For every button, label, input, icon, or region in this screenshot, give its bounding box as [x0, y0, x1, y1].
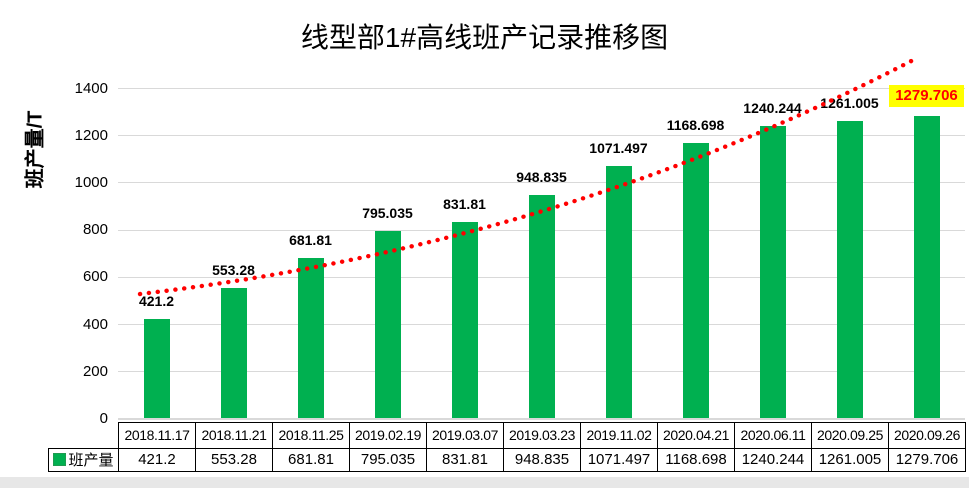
bar-data-label: 1279.706: [872, 85, 969, 108]
y-tick-label: 1400: [74, 79, 108, 97]
date-cell: 2020.06.11: [734, 421, 812, 449]
bar[interactable]: [759, 125, 786, 419]
y-tick-label: 0: [99, 410, 108, 427]
bar-data-label: 948.835: [516, 168, 567, 185]
bar-data-label: 831.81: [443, 196, 486, 213]
y-tick-label: 1000: [74, 173, 108, 191]
y-tick-label: 800: [82, 221, 108, 239]
x-axis-line: [118, 417, 965, 420]
bar[interactable]: [682, 142, 709, 419]
date-cell: 2019.11.02: [580, 421, 658, 449]
y-tick-label: 600: [82, 268, 108, 286]
value-cell: 948.835: [503, 447, 581, 472]
bar[interactable]: [220, 287, 247, 419]
date-cell: 2018.11.21: [195, 421, 273, 449]
y-tick-label: 1200: [74, 126, 108, 144]
bar-data-label: 421.2: [138, 293, 175, 310]
bar-data-label: 1168.698: [666, 116, 725, 133]
bar-data-label: 553.28: [212, 261, 255, 278]
y-axis-title: 班产量/T: [24, 110, 47, 189]
chart-title: 线型部1#高线班产记录推移图: [300, 22, 669, 53]
value-cell: 1240.244: [734, 447, 812, 472]
date-cell: 2018.11.25: [272, 421, 350, 449]
bar[interactable]: [836, 120, 863, 419]
legend-cell[interactable]: 班产量: [48, 447, 119, 472]
bar-data-label: 681.81: [289, 231, 332, 248]
date-cell: 2018.11.17: [118, 421, 196, 449]
y-tick-label: 400: [82, 315, 108, 333]
legend-swatch-icon: [53, 453, 67, 466]
value-cell: 831.81: [426, 447, 504, 472]
chart-data-table: 2018.11.17 2018.11.21 2018.11.25 2019.02.19…: [48, 421, 966, 472]
footer-strip: [0, 477, 969, 488]
bar[interactable]: [528, 194, 555, 419]
gridline: [118, 88, 965, 89]
date-cell: 2020.09.26: [888, 421, 966, 449]
value-cell: 1071.497: [580, 447, 658, 472]
bar-data-label: 1071.497: [589, 139, 648, 156]
legend-label: 班产量: [68, 452, 114, 469]
value-cell: 421.2: [118, 447, 196, 472]
date-cell: 2020.04.21: [657, 421, 735, 449]
bar[interactable]: [605, 165, 632, 419]
date-cell: 2020.09.25: [811, 421, 889, 449]
value-cell: 1279.706: [888, 447, 966, 472]
highlighted-data-label: 1279.706: [889, 85, 964, 108]
value-cell: 1261.005: [811, 447, 889, 472]
table-corner-cell: [49, 422, 119, 448]
date-cell: 2019.02.19: [349, 421, 427, 449]
date-cell: 2019.03.07: [426, 421, 504, 449]
bar[interactable]: [451, 222, 478, 419]
value-cell: 795.035: [349, 447, 427, 472]
bar[interactable]: [913, 116, 940, 419]
value-cell: 1168.698: [657, 447, 735, 472]
y-tick-label: 200: [82, 362, 108, 380]
value-cell: 553.28: [195, 447, 273, 472]
date-cell: 2019.03.23: [503, 421, 581, 449]
bar[interactable]: [297, 257, 324, 419]
bar[interactable]: [374, 230, 401, 419]
bar[interactable]: [143, 319, 170, 419]
value-cell: 681.81: [272, 447, 350, 472]
